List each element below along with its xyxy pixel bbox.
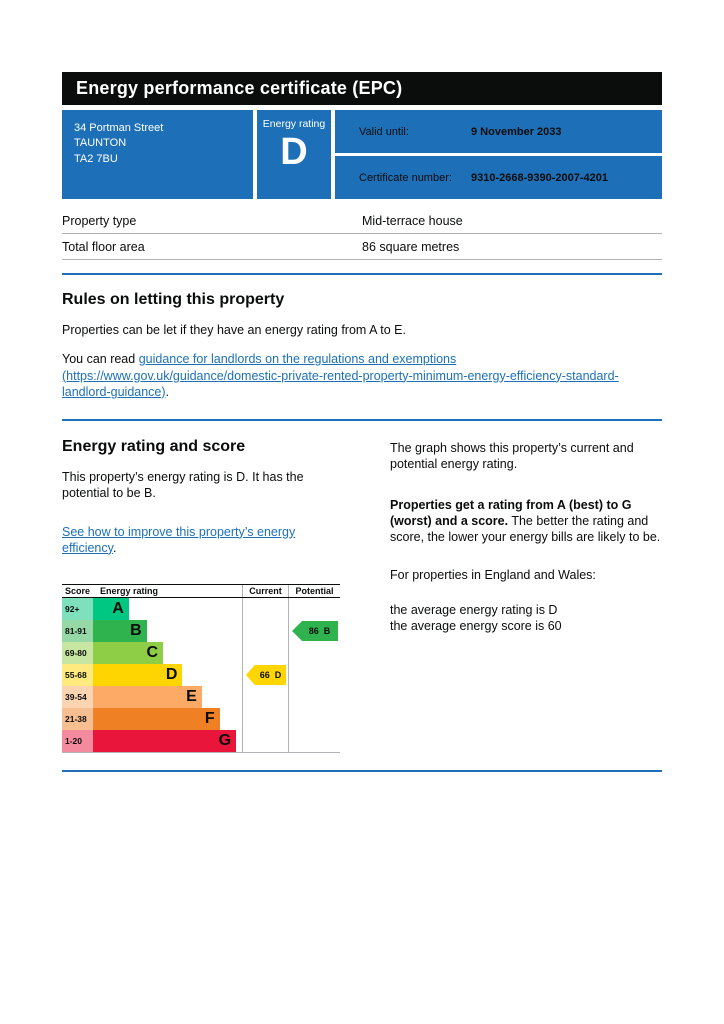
band-bar-f: F bbox=[93, 708, 220, 730]
landlord-guidance-link-url: (https://www.gov.uk/guidance/domestic-pr… bbox=[62, 368, 619, 399]
epc-chart: Score Energy rating Current Potential 92… bbox=[62, 584, 340, 753]
rating-explanation-rest: The better the rating and score, the low… bbox=[390, 513, 661, 544]
england-wales-intro: For properties in England and Wales: bbox=[390, 568, 596, 583]
band-score-range: 55-68 bbox=[62, 664, 93, 686]
guidance-prefix: You can read bbox=[62, 352, 139, 367]
band-score-range: 92+ bbox=[62, 598, 93, 620]
band-row-e: 39-54 E bbox=[62, 686, 242, 708]
address-line-1: 34 Portman Street bbox=[74, 122, 164, 134]
potential-letter: B bbox=[323, 626, 331, 636]
chart-body: 92+ A 81-91 B 69-80 C 55-68 D 39-54 E 21-38 F 1-20 G … bbox=[62, 598, 340, 752]
band-bar-a: A bbox=[93, 598, 129, 620]
property-address: 34 Portman Street TAUNTON TA2 7BU bbox=[62, 110, 253, 199]
potential-rating-column: 86 B bbox=[288, 598, 340, 752]
band-bar-e: E bbox=[93, 686, 202, 708]
landlord-guidance-link[interactable]: guidance for landlords on the regulation… bbox=[62, 352, 619, 399]
rating-bands: 92+ A 81-91 B 69-80 C 55-68 D 39-54 E 21-38 F 1-20 G bbox=[62, 598, 242, 752]
certificate-summary-box: 34 Portman Street TAUNTON TA2 7BU Energy… bbox=[62, 110, 662, 199]
band-row-f: 21-38 F bbox=[62, 708, 242, 730]
rating-paragraph: This property’s energy rating is D. It h… bbox=[62, 470, 304, 501]
property-type-label: Property type bbox=[62, 214, 137, 228]
address-line-2: TAUNTON bbox=[74, 137, 127, 150]
certificate-number-value: 9310-2668-9390-2007-4201 bbox=[471, 171, 609, 184]
band-row-g: 1-20 G bbox=[62, 730, 242, 752]
rating-heading: Energy rating and score bbox=[62, 438, 246, 455]
energy-rating-value: D bbox=[280, 131, 308, 173]
band-letter: C bbox=[146, 644, 159, 661]
property-details-table: Property type Mid-terrace house Total fl… bbox=[62, 208, 662, 260]
table-row: Property type Mid-terrace house bbox=[62, 208, 662, 234]
address-line-3: TA2 7BU bbox=[74, 152, 118, 165]
rules-paragraph: Properties can be let if they have an en… bbox=[62, 323, 406, 337]
energy-rating-cell: Energy rating D bbox=[257, 110, 331, 199]
band-score-range: 81-91 bbox=[62, 620, 93, 642]
band-bar-d: D bbox=[93, 664, 183, 686]
landlord-guidance-link-text: guidance for landlords on the regulation… bbox=[138, 352, 457, 367]
certificate-number-label: Certificate number: bbox=[359, 171, 452, 184]
band-score-range: 39-54 bbox=[62, 686, 93, 708]
title-bar: Energy performance certificate (EPC) bbox=[62, 72, 662, 105]
property-type-value: Mid-terrace house bbox=[362, 214, 463, 228]
energy-rating-label: Energy rating bbox=[262, 118, 326, 130]
floor-area-label: Total floor area bbox=[62, 240, 145, 254]
band-letter: A bbox=[112, 600, 124, 617]
band-row-d: 55-68 D bbox=[62, 664, 242, 686]
chart-column-current: Current bbox=[242, 585, 288, 597]
average-rating-line: the average energy rating is D bbox=[390, 602, 558, 617]
certificate-details: Valid until: 9 November 2033 Certificate… bbox=[335, 110, 662, 199]
table-row: Total floor area 86 square metres bbox=[62, 234, 662, 260]
valid-until-label: Valid until: bbox=[359, 125, 409, 138]
guidance-suffix: . bbox=[165, 384, 170, 399]
rating-explanation: Properties get a rating from A (best) to… bbox=[390, 497, 662, 546]
current-letter: D bbox=[274, 670, 282, 680]
rating-column-right: The graph shows this property’s current … bbox=[390, 436, 662, 753]
current-score: 66 bbox=[259, 670, 270, 680]
certificate-number-row: Certificate number: 9310-2668-9390-2007-… bbox=[335, 156, 662, 199]
band-row-a: 92+ A bbox=[62, 598, 242, 620]
averages: the average energy rating is D the avera… bbox=[390, 602, 662, 635]
band-row-b: 81-91 B bbox=[62, 620, 242, 642]
rules-heading: Rules on letting this property bbox=[62, 291, 285, 308]
band-letter: F bbox=[204, 710, 215, 727]
page-bottom-divider bbox=[62, 770, 662, 772]
band-bar-g: G bbox=[93, 730, 237, 752]
improve-efficiency-link[interactable]: See how to improve this property’s energ… bbox=[62, 524, 296, 555]
rating-section: Energy rating and score This property’s … bbox=[62, 436, 662, 753]
average-score-line: the average energy score is 60 bbox=[390, 618, 562, 633]
improve-suffix: . bbox=[112, 540, 117, 555]
band-score-range: 21-38 bbox=[62, 708, 93, 730]
improve-paragraph: See how to improve this property’s energ… bbox=[62, 524, 340, 557]
band-bar-b: B bbox=[93, 620, 147, 642]
valid-until-row: Valid until: 9 November 2033 bbox=[335, 110, 662, 153]
current-rating-arrow: 66 D bbox=[246, 665, 286, 685]
chart-column-potential: Potential bbox=[288, 585, 340, 597]
chart-column-score: Score bbox=[65, 586, 91, 596]
band-letter: E bbox=[186, 688, 197, 705]
band-score-range: 1-20 bbox=[62, 730, 93, 752]
floor-area-value: 86 square metres bbox=[362, 240, 460, 254]
band-score-range: 69-80 bbox=[62, 642, 93, 664]
page-title: Energy performance certificate (EPC) bbox=[76, 78, 403, 98]
rating-explanation-bold: Properties get a rating from A (best) to… bbox=[390, 497, 632, 528]
potential-rating-arrow: 86 B bbox=[292, 621, 338, 641]
potential-score: 86 bbox=[308, 626, 319, 636]
band-letter: G bbox=[218, 732, 232, 749]
current-rating-column: 66 D bbox=[242, 598, 288, 752]
band-letter: B bbox=[130, 622, 142, 639]
section-divider bbox=[62, 273, 662, 275]
chart-column-energy-rating: Energy rating bbox=[100, 586, 159, 596]
graph-description: The graph shows this property’s current … bbox=[390, 441, 634, 472]
guidance-paragraph: You can read guidance for landlords on t… bbox=[62, 351, 662, 400]
rating-column-left: Energy rating and score This property’s … bbox=[62, 436, 340, 753]
band-bar-c: C bbox=[93, 642, 164, 664]
chart-header: Score Energy rating Current Potential bbox=[62, 584, 340, 598]
section-divider bbox=[62, 419, 662, 421]
band-letter: D bbox=[165, 666, 178, 683]
band-row-c: 69-80 C bbox=[62, 642, 242, 664]
valid-until-value: 9 November 2033 bbox=[471, 125, 562, 138]
